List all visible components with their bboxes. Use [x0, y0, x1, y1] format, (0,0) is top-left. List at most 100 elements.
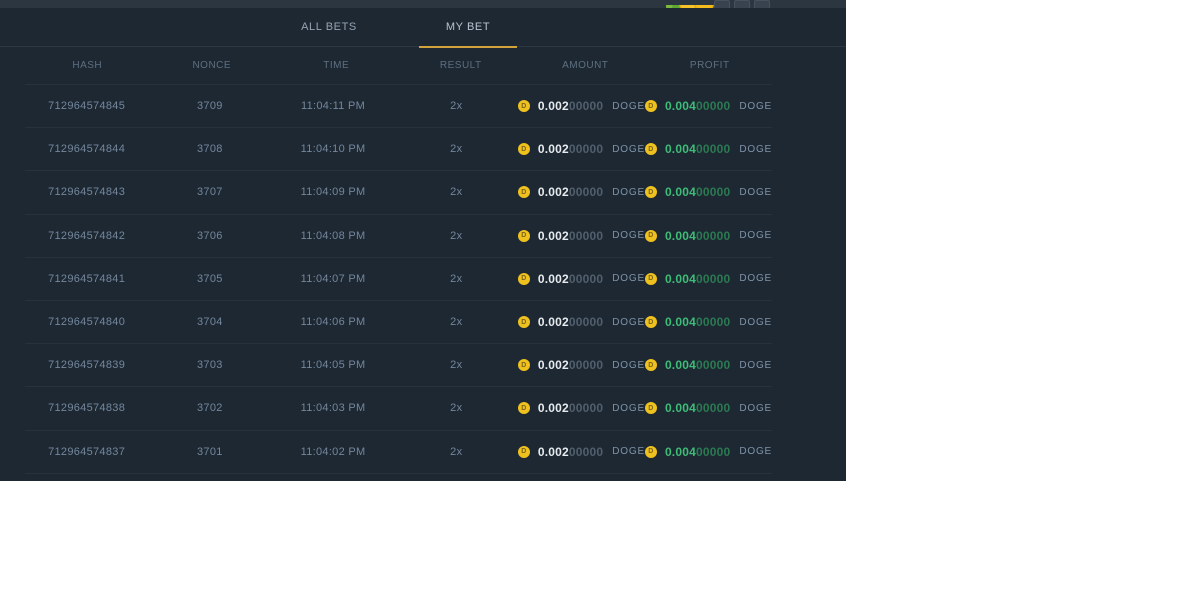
- result-cell: 2x: [450, 359, 463, 372]
- currency-label: DOGE: [739, 316, 772, 328]
- currency-label: DOGE: [612, 446, 645, 458]
- result-cell: 2x: [450, 402, 463, 415]
- currency-label: DOGE: [739, 359, 772, 371]
- doge-coin-icon: D: [517, 272, 530, 285]
- time-cell: 11:04:07 PM: [300, 272, 366, 285]
- table-row: 712964574845 3709 11:04:11 PM 2x D 0.002…: [25, 85, 772, 129]
- profit-value: 0.00400000: [664, 99, 731, 114]
- currency-label: DOGE: [612, 273, 645, 285]
- profit-cell: D 0.00400000 DOGE: [644, 185, 772, 200]
- doge-coin-icon: D: [644, 143, 657, 156]
- amount-value: 0.00200000: [537, 142, 604, 157]
- time-cell: 11:04:06 PM: [300, 316, 366, 329]
- col-header-time: TIME: [323, 60, 350, 71]
- doge-coin-icon: D: [644, 445, 657, 458]
- amount-value: 0.00200000: [537, 185, 604, 200]
- nonce-cell: 3706: [196, 229, 223, 242]
- table-row: 712964574838 3702 11:04:03 PM 2x D 0.002…: [25, 387, 772, 431]
- profit-cell: D 0.00400000 DOGE: [644, 401, 772, 416]
- nonce-cell: 3709: [196, 100, 223, 113]
- time-cell: 11:04:03 PM: [300, 402, 366, 415]
- result-cell: 2x: [450, 100, 463, 113]
- currency-label: DOGE: [612, 143, 645, 155]
- tab-my-bet[interactable]: MY BET: [419, 8, 517, 48]
- nonce-cell: 3704: [196, 316, 223, 329]
- amount-value: 0.00200000: [537, 444, 604, 459]
- table-row: 712964574837 3701 11:04:02 PM 2x D 0.002…: [25, 431, 772, 474]
- profit-cell: D 0.00400000 DOGE: [644, 142, 772, 156]
- doge-coins-icon: [666, 0, 714, 8]
- doge-coin-icon: D: [517, 143, 530, 156]
- doge-coin-icon: D: [517, 402, 530, 415]
- hash-cell: 712964574840: [48, 316, 126, 329]
- bets-table: HASH NONCE TIME RESULT AMOUNT PROFIT 712…: [25, 47, 772, 474]
- currency-label: DOGE: [739, 402, 772, 414]
- amount-cell: D 0.00200000 DOGE: [517, 444, 645, 459]
- time-cell: 11:04:09 PM: [300, 186, 366, 199]
- col-header-profit: PROFIT: [689, 60, 730, 71]
- profit-value: 0.00400000: [664, 315, 731, 330]
- table-header: HASH NONCE TIME RESULT AMOUNT PROFIT: [25, 47, 772, 85]
- nonce-cell: 3703: [196, 359, 223, 372]
- time-cell: 11:04:08 PM: [300, 229, 366, 242]
- tab-all-bets[interactable]: ALL BETS: [301, 21, 357, 33]
- currency-label: DOGE: [739, 100, 772, 112]
- amount-cell: D 0.00200000 DOGE: [517, 228, 645, 243]
- doge-coin-icon: D: [517, 229, 530, 242]
- hash-cell: 712964574838: [48, 402, 126, 415]
- profit-cell: D 0.00400000 DOGE: [644, 445, 772, 459]
- profit-value: 0.00400000: [664, 401, 731, 416]
- col-header-nonce: NONCE: [192, 60, 232, 71]
- profit-cell: D 0.00400000 DOGE: [644, 99, 772, 114]
- profit-value: 0.00400000: [664, 185, 731, 200]
- amount-cell: D 0.00200000 DOGE: [517, 99, 645, 113]
- profit-cell: D 0.00400000 DOGE: [644, 358, 772, 373]
- bets-panel: ALL BETS MY BET HASH NONCE TIME RESULT A…: [0, 0, 846, 481]
- result-cell: 2x: [450, 316, 463, 329]
- result-cell: 2x: [450, 143, 463, 156]
- amount-value: 0.00200000: [537, 401, 604, 416]
- doge-coin-icon: D: [644, 316, 657, 329]
- time-cell: 11:04:02 PM: [300, 445, 366, 458]
- header-button[interactable]: [714, 0, 730, 8]
- nonce-cell: 3705: [196, 272, 223, 285]
- header-button[interactable]: [734, 0, 750, 8]
- profit-value: 0.00400000: [664, 228, 731, 243]
- header-button[interactable]: [754, 0, 770, 8]
- table-row: 712964574842 3706 11:04:08 PM 2x D 0.002…: [25, 215, 772, 258]
- result-cell: 2x: [450, 229, 463, 242]
- table-row: 712964574843 3707 11:04:09 PM 2x D 0.002…: [25, 171, 772, 215]
- col-header-result: RESULT: [439, 60, 482, 71]
- profit-value: 0.00400000: [664, 271, 731, 286]
- doge-coin-icon: D: [644, 186, 657, 199]
- doge-coin-icon: D: [517, 186, 530, 199]
- amount-cell: D 0.00200000 DOGE: [517, 358, 645, 373]
- currency-label: DOGE: [612, 186, 645, 198]
- nonce-cell: 3702: [196, 402, 223, 415]
- result-cell: 2x: [450, 445, 463, 458]
- doge-coin-icon: D: [644, 359, 657, 372]
- nonce-cell: 3708: [196, 143, 223, 156]
- hash-cell: 712964574842: [48, 229, 126, 242]
- profit-cell: D 0.00400000 DOGE: [644, 228, 772, 243]
- amount-value: 0.00200000: [537, 358, 604, 373]
- doge-coin-icon: D: [517, 316, 530, 329]
- doge-coin-icon: D: [644, 100, 657, 113]
- doge-coin-icon: D: [644, 272, 657, 285]
- table-body: 712964574845 3709 11:04:11 PM 2x D 0.002…: [25, 85, 772, 474]
- profit-value: 0.00400000: [664, 358, 731, 373]
- hash-cell: 712964574841: [48, 272, 126, 285]
- amount-value: 0.00200000: [537, 228, 604, 243]
- bets-tabs: ALL BETS MY BET: [0, 8, 846, 48]
- profit-cell: D 0.00400000 DOGE: [644, 315, 772, 330]
- hash-cell: 712964574843: [48, 186, 126, 199]
- result-cell: 2x: [450, 272, 463, 285]
- col-header-hash: HASH: [72, 60, 103, 71]
- nonce-cell: 3701: [196, 445, 223, 458]
- amount-value: 0.00200000: [537, 315, 604, 330]
- currency-label: DOGE: [612, 230, 645, 242]
- currency-label: DOGE: [739, 273, 772, 285]
- hash-cell: 712964574839: [48, 359, 126, 372]
- result-cell: 2x: [450, 186, 463, 199]
- time-cell: 11:04:05 PM: [300, 359, 366, 372]
